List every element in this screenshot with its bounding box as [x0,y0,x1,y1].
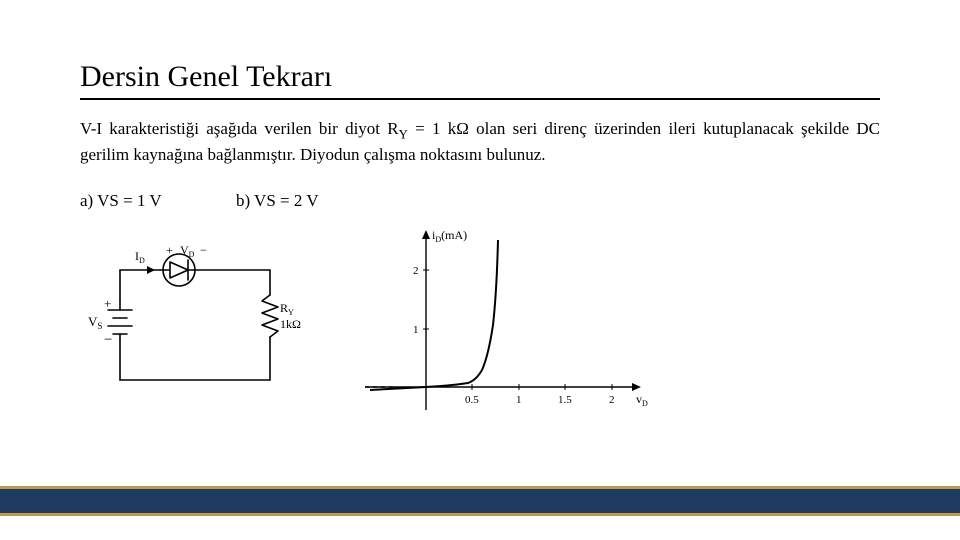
ytick-2: 2 [413,265,419,277]
y-axis-label: iD(mA) [432,228,467,244]
label-vd: VD [180,243,195,259]
problem-statement: V-I karakteristiği aşağıda verilen bir d… [80,118,880,167]
label-vd-plus: + [166,243,173,257]
label-ry-val: 1kΩ [280,317,301,331]
xtick-2: 2 [609,394,615,406]
option-b: b) VS = 2 V [236,191,319,211]
ytick-1: 1 [413,324,419,336]
circuit-svg: VS + − ID + VD − RY 1kΩ [80,240,310,410]
circuit-figure: VS + − ID + VD − RY 1kΩ [80,240,310,415]
footer-band [0,486,960,516]
answer-options: a) VS = 1 V b) VS = 2 V [80,191,880,211]
label-vs: VS [88,314,102,331]
label-id: ID [135,249,145,265]
vi-graph-figure: 0.5 1 1.5 2 1 2 iD(mA) vD [350,225,650,430]
option-a: a) VS = 1 V [80,191,162,211]
slide: Dersin Genel Tekrarı V-I karakteristiği … [0,0,960,540]
label-minus: − [104,332,112,348]
label-ry: RY [280,301,294,317]
page-title: Dersin Genel Tekrarı [80,60,880,100]
xtick-1p5: 1.5 [558,394,572,406]
label-vd-minus: − [200,243,207,257]
footer-dark-bar [0,489,960,513]
xtick-1: 1 [516,394,522,406]
vi-graph-svg: 0.5 1 1.5 2 1 2 iD(mA) vD [350,225,650,425]
diode-curve [370,240,498,390]
label-plus: + [104,296,111,311]
x-axis-label: vD [636,392,648,408]
figures-row: VS + − ID + VD − RY 1kΩ [80,225,880,430]
footer-gold-line-bottom [0,513,960,516]
xtick-0p5: 0.5 [465,394,479,406]
